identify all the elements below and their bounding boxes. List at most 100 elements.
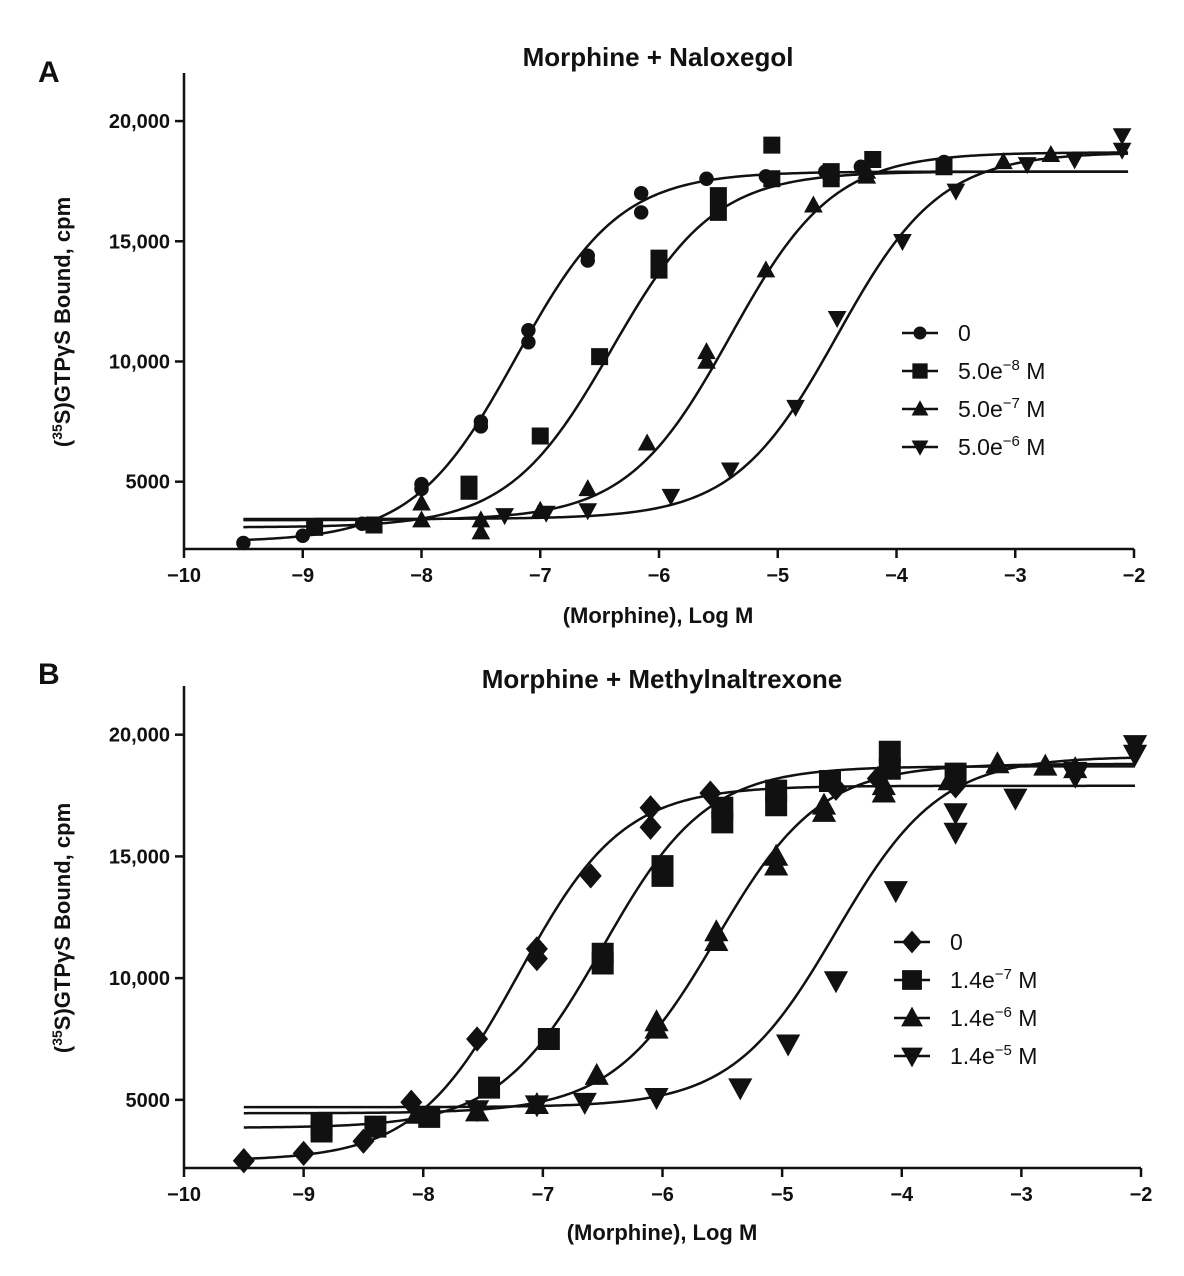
- x-ticks: −10−9−8−7−6−5−4−3−2: [167, 549, 1145, 587]
- data-point: [947, 184, 966, 201]
- panel-label: A: [38, 56, 60, 89]
- chart-title: Morphine + Methylnaltrexone: [482, 664, 842, 694]
- x-tick-label: −4: [885, 565, 909, 587]
- legend-label: 1.4e−5 M: [950, 1042, 1037, 1069]
- x-tick-label: −2: [1123, 565, 1146, 587]
- data-point: [652, 855, 674, 877]
- x-ticks: −10−9−8−7−6−5−4−3−2: [167, 1168, 1152, 1206]
- chart-title: Morphine + Naloxegol: [523, 42, 794, 72]
- y-tick-label: 20,000: [109, 725, 170, 747]
- data-point: [804, 195, 823, 212]
- data-point: [699, 172, 713, 186]
- x-tick-label: −5: [771, 1184, 794, 1206]
- data-point: [466, 1026, 488, 1051]
- fit-curve: [244, 764, 1135, 1113]
- data-point: [578, 479, 597, 496]
- y-tick-label: 5000: [126, 472, 171, 494]
- data-point: [651, 262, 668, 279]
- data-point: [728, 1078, 752, 1100]
- data-point: [478, 1077, 500, 1099]
- data-point: [532, 428, 549, 445]
- data-point: [819, 770, 841, 792]
- legend-marker: [902, 970, 922, 990]
- y-tick-label: 10,000: [109, 968, 170, 990]
- legend: 0 1.4e−7 M 1.4e−6 M 1.4e−5 M: [894, 929, 1037, 1069]
- y-axis-label-suffix: S)GTPγS Bound, cpm: [50, 197, 75, 424]
- data-point: [311, 1120, 333, 1142]
- y-tick-label: 15,000: [109, 846, 170, 868]
- fit-curve: [243, 172, 1128, 528]
- data-point: [581, 248, 595, 262]
- data-point: [585, 1063, 609, 1085]
- data-point: [1003, 789, 1027, 811]
- legend-label: 1.4e−7 M: [950, 966, 1037, 993]
- y-ticks: 500010,00015,00020,000: [109, 725, 184, 1112]
- legend-marker: [912, 363, 927, 378]
- panel-label: B: [38, 658, 60, 691]
- fit-curves: [243, 153, 1128, 540]
- data-point: [366, 516, 383, 533]
- data-point: [236, 536, 250, 550]
- panel-a: A Morphine + Naloxegol (35S)GTPγS Bound,…: [38, 42, 1145, 628]
- data-point: [592, 943, 614, 965]
- legend-label: 5.0e−6 M: [958, 433, 1045, 460]
- x-tick-label: −3: [1004, 565, 1027, 587]
- data-point: [943, 823, 967, 845]
- data-point: [936, 158, 953, 175]
- x-tick-label: −3: [1010, 1184, 1033, 1206]
- y-tick-label: 15,000: [109, 231, 170, 253]
- x-tick-label: −9: [291, 565, 314, 587]
- fit-curve: [244, 766, 1135, 1127]
- data-point: [634, 186, 648, 200]
- data-point: [721, 462, 740, 479]
- data-point: [634, 205, 648, 219]
- x-tick-label: −8: [410, 565, 433, 587]
- fit-curve: [243, 172, 1128, 540]
- figure: A Morphine + Naloxegol (35S)GTPγS Bound,…: [0, 0, 1184, 1276]
- data-point: [763, 170, 780, 187]
- data-point: [697, 342, 716, 359]
- legend-marker: [901, 1048, 923, 1068]
- data-point: [710, 187, 727, 204]
- legend-marker: [902, 931, 922, 954]
- legend-label: 0: [958, 320, 971, 346]
- data-point: [710, 204, 727, 221]
- legend-label: 1.4e−6 M: [950, 1004, 1037, 1031]
- data-point: [474, 414, 488, 428]
- legend-label: 5.0e−7 M: [958, 395, 1045, 422]
- data-point: [884, 881, 908, 903]
- x-tick-label: −10: [167, 565, 201, 587]
- data-point: [764, 844, 788, 866]
- x-tick-label: −4: [890, 1184, 914, 1206]
- data-point: [879, 741, 901, 763]
- fit-curve: [243, 154, 1128, 519]
- legend-label: 0: [950, 929, 963, 955]
- y-axis-label-sup: 35: [49, 1030, 65, 1046]
- x-tick-label: −7: [531, 1184, 554, 1206]
- data-point: [943, 803, 967, 825]
- y-tick-label: 10,000: [109, 351, 170, 373]
- fit-curve: [243, 153, 1128, 521]
- data-point: [306, 519, 323, 536]
- data-point: [580, 863, 602, 888]
- legend: 05.0e−8 M5.0e−7 M5.0e−6 M: [902, 320, 1045, 460]
- data-point: [591, 348, 608, 365]
- data-point: [461, 476, 478, 493]
- x-tick-label: −10: [167, 1184, 201, 1206]
- data-point: [776, 1034, 800, 1056]
- data-point: [578, 503, 597, 520]
- x-tick-label: −7: [529, 565, 552, 587]
- x-tick-label: −6: [648, 565, 671, 587]
- x-axis-label: (Morphine), Log M: [567, 1220, 758, 1245]
- legend-marker: [901, 1007, 923, 1027]
- x-axis-label: (Morphine), Log M: [563, 603, 754, 628]
- data-point: [711, 797, 733, 819]
- data-point: [824, 971, 848, 993]
- y-axis-label: (35S)GTPγS Bound, cpm: [49, 803, 75, 1053]
- data-point: [765, 780, 787, 802]
- data-point: [364, 1116, 386, 1138]
- x-tick-label: −2: [1130, 1184, 1153, 1206]
- data-point: [233, 1148, 255, 1173]
- data-point: [763, 137, 780, 154]
- legend-marker: [913, 326, 926, 339]
